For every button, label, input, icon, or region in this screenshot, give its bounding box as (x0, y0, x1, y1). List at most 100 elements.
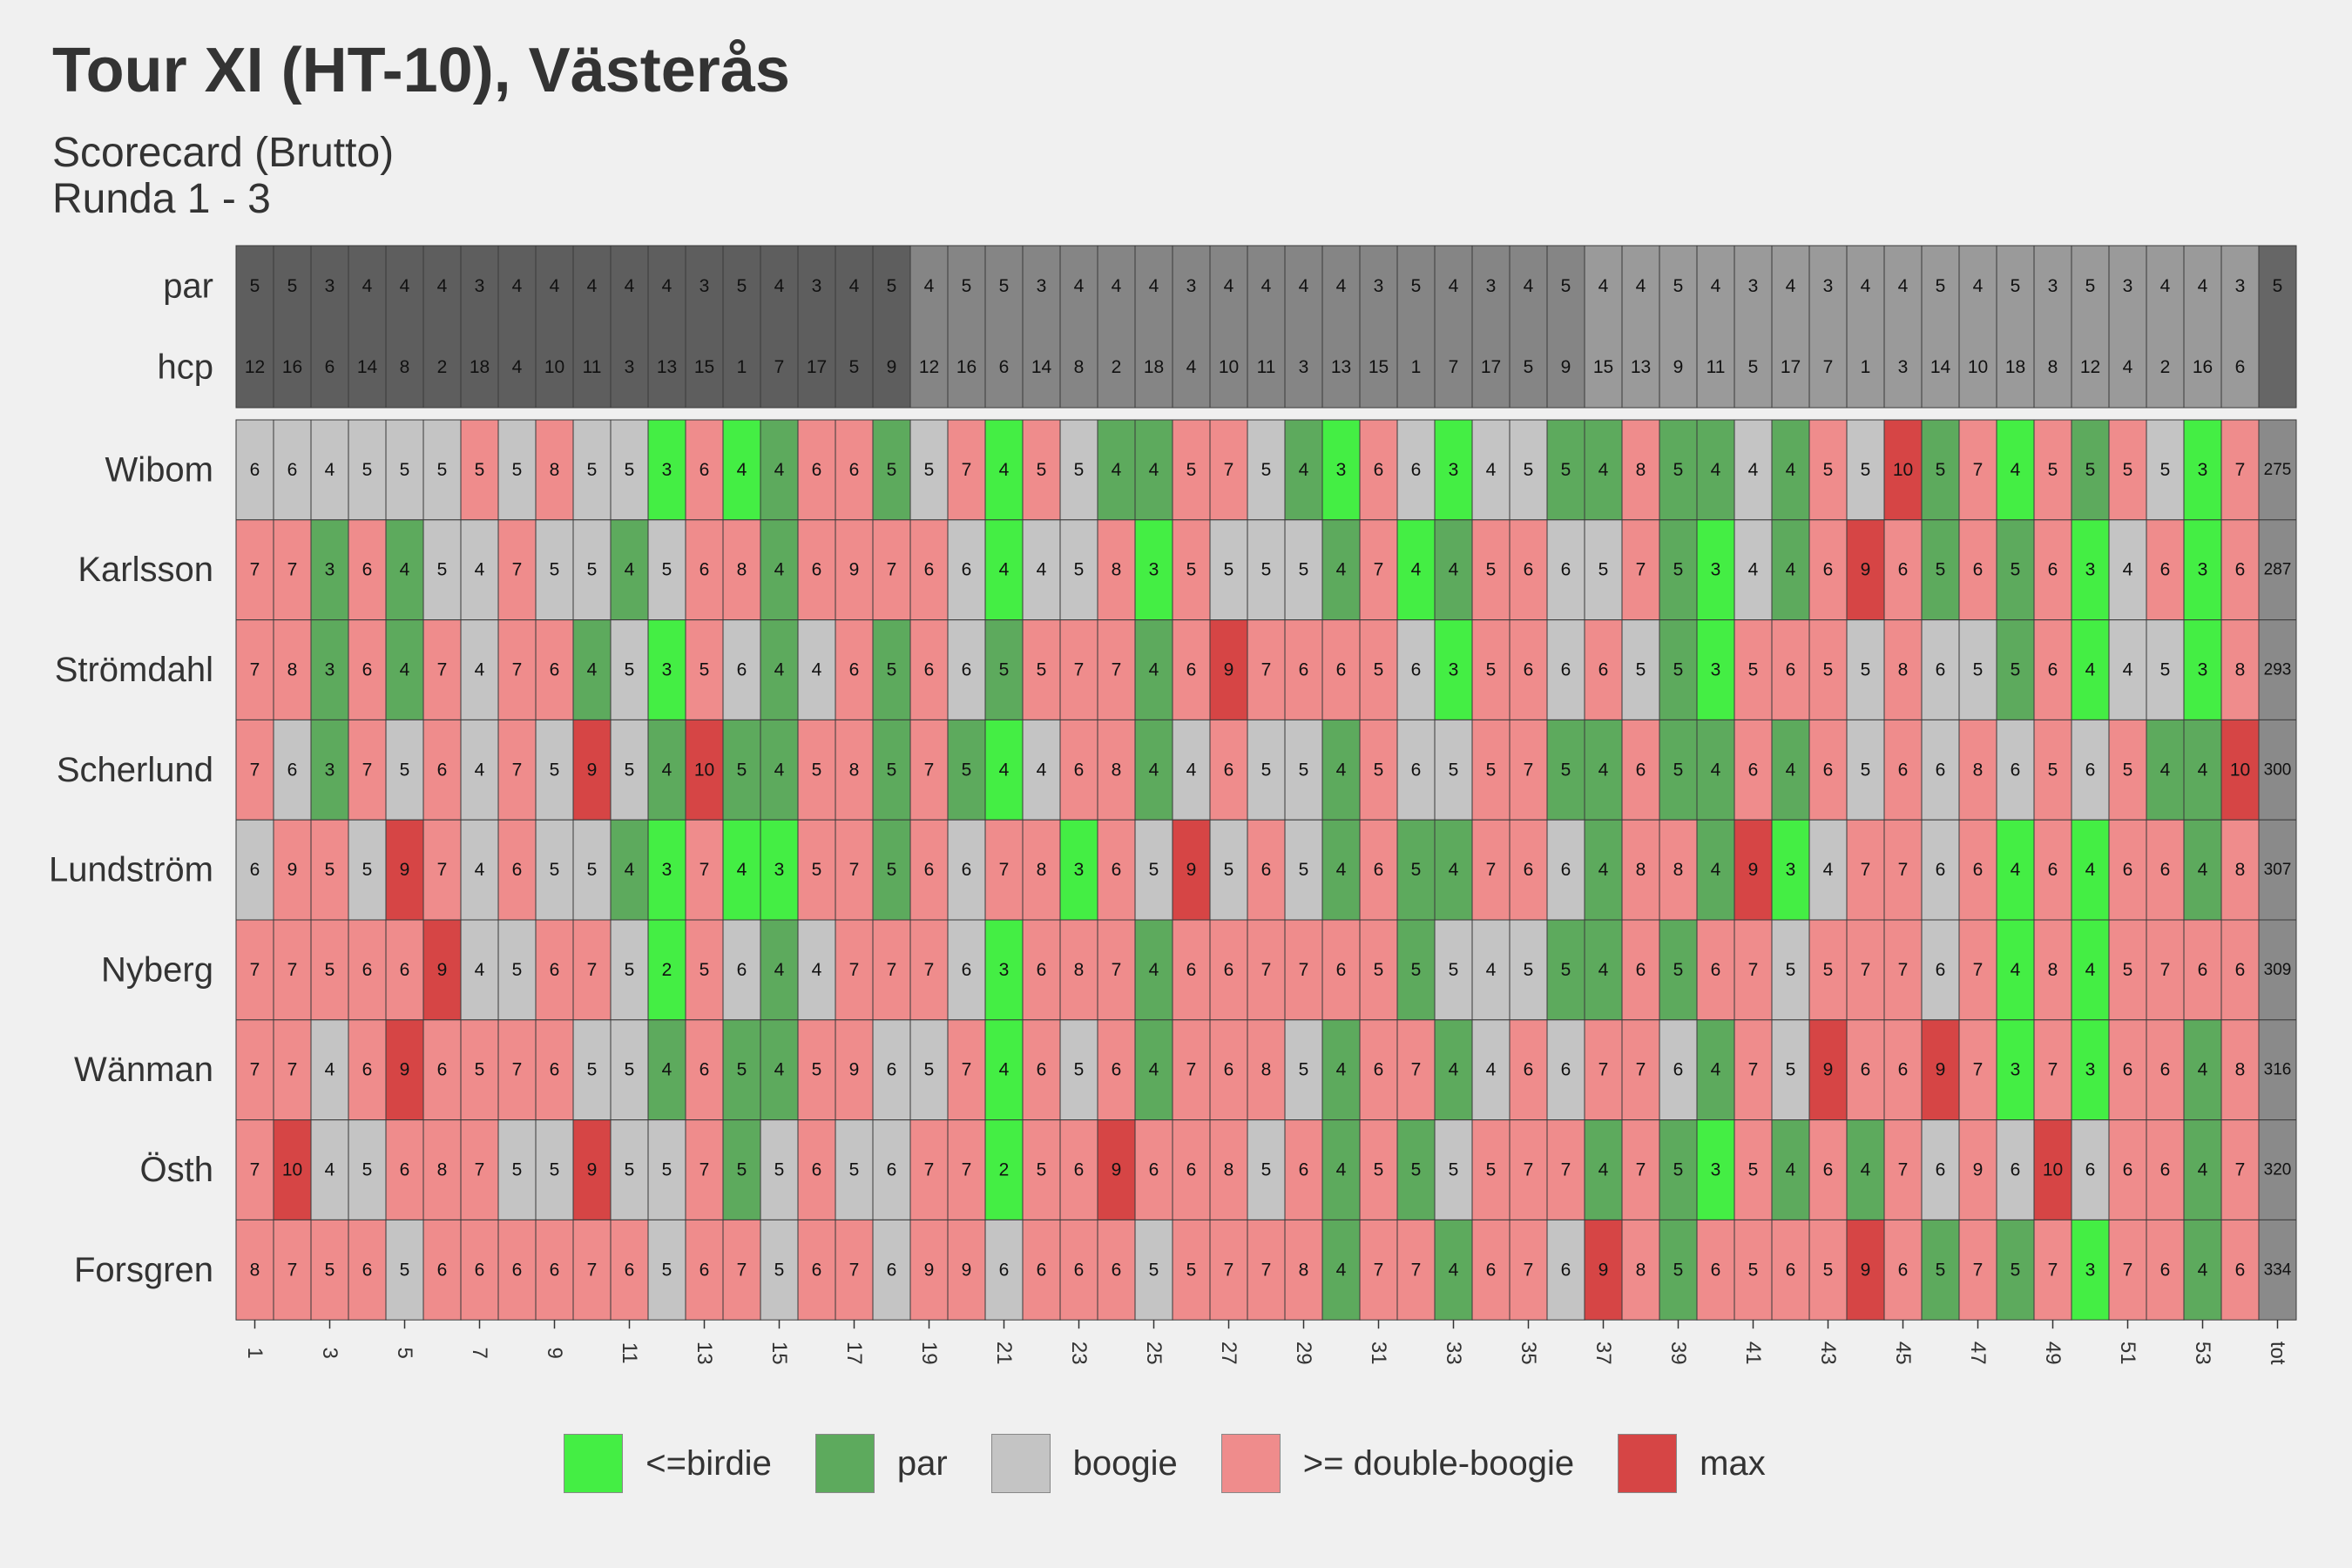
hcp-value: 1 (737, 357, 747, 377)
score-value: 5 (1748, 660, 1759, 680)
score-value: 6 (1074, 760, 1085, 780)
x-tick-label: 53 (2191, 1342, 2214, 1365)
hcp-value: 5 (1524, 357, 1534, 377)
x-tick-label: 25 (1142, 1342, 1166, 1365)
hcp-value: 3 (1299, 357, 1309, 377)
score-value: 6 (1374, 860, 1384, 880)
score-cell (2108, 519, 2147, 621)
score-cell (1247, 519, 1286, 621)
score-value: 8 (1636, 1260, 1646, 1280)
header-cell (1022, 245, 1061, 409)
score-value: 6 (1224, 960, 1234, 980)
par-value: 5 (2273, 276, 2283, 296)
score-value: 7 (737, 1260, 747, 1280)
score-value: 5 (1673, 660, 1684, 680)
score-value: 4 (2123, 560, 2133, 580)
header-cell (2220, 245, 2260, 409)
score-value: 6 (1711, 960, 1721, 980)
score-value: 4 (737, 860, 747, 880)
score-value: 8 (1636, 860, 1646, 880)
score-value: 6 (1598, 660, 1609, 680)
score-cell (797, 819, 836, 921)
score-value: 5 (1299, 1060, 1309, 1080)
header-cell (1097, 245, 1136, 409)
score-value: 5 (1823, 460, 1834, 480)
score-value: 6 (2160, 1060, 2171, 1080)
score-value: 6 (1561, 660, 1571, 680)
score-value: 7 (512, 760, 523, 780)
score-value: 4 (325, 1160, 335, 1180)
score-value: 5 (325, 1260, 335, 1280)
hcp-value: 6 (325, 357, 335, 377)
score-cell (348, 919, 387, 1021)
score-value: 7 (2235, 460, 2246, 480)
header-cell (1509, 245, 1548, 409)
score-value: 4 (1449, 560, 1459, 580)
score-cell (610, 519, 649, 621)
score-cell (1097, 919, 1136, 1021)
x-tick-label: 47 (1966, 1342, 1990, 1365)
score-cell (722, 1119, 761, 1220)
score-value: 4 (774, 960, 785, 980)
legend-swatch (814, 1434, 875, 1493)
score-cell (1022, 619, 1061, 720)
score-cell (685, 519, 724, 621)
score-value: 4 (400, 560, 410, 580)
score-value: 9 (1823, 1060, 1834, 1080)
header-cell (1434, 245, 1473, 409)
score-value: 5 (999, 660, 1010, 680)
score-value: 9 (1224, 660, 1234, 680)
score-cell (1734, 519, 1773, 621)
par-value: 5 (2011, 276, 2021, 296)
score-value: 4 (774, 560, 785, 580)
score-cell (1022, 419, 1061, 521)
score-value: 5 (1299, 560, 1309, 580)
header-cell (947, 245, 986, 409)
score-value: 5 (1074, 460, 1085, 480)
score-value: 3 (774, 860, 785, 880)
score-cell (348, 1019, 387, 1121)
score-cell (2108, 719, 2147, 821)
x-tick-label: 5 (393, 1348, 416, 1359)
score-value: 4 (774, 760, 785, 780)
score-value: 8 (2235, 860, 2246, 880)
score-value: 5 (1149, 1260, 1159, 1280)
total-value: 320 (2264, 1161, 2292, 1179)
score-cell (1996, 519, 2035, 621)
score-value: 5 (400, 460, 410, 480)
score-value: 5 (2048, 460, 2058, 480)
score-value: 7 (962, 1160, 972, 1180)
score-value: 7 (1973, 960, 1984, 980)
header-cell (497, 245, 537, 409)
score-cell (2220, 819, 2260, 921)
score-cell (1509, 819, 1548, 921)
score-value: 6 (1786, 1260, 1796, 1280)
score-value: 5 (1374, 1160, 1384, 1180)
score-value: 5 (1186, 460, 1197, 480)
score-value: 5 (2011, 560, 2021, 580)
score-cell (1359, 419, 1398, 521)
score-value: 7 (1636, 1060, 1646, 1080)
score-value: 5 (1524, 460, 1534, 480)
score-value: 7 (1374, 1260, 1384, 1280)
header-cell (722, 245, 761, 409)
score-cell (1059, 819, 1098, 921)
score-value: 7 (700, 1160, 710, 1180)
score-cell (1846, 519, 1885, 621)
score-cell (535, 819, 574, 921)
score-value: 9 (924, 1260, 935, 1280)
score-value: 4 (1711, 860, 1721, 880)
score-cell (835, 519, 874, 621)
score-value: 6 (1074, 1160, 1085, 1180)
score-value: 6 (962, 660, 972, 680)
score-cell (422, 1219, 462, 1321)
score-value: 8 (1112, 760, 1122, 780)
score-cell (1359, 1019, 1398, 1121)
score-value: 5 (437, 560, 448, 580)
score-value: 6 (2085, 760, 2096, 780)
hcp-value: 7 (1823, 357, 1834, 377)
score-value: 5 (812, 860, 822, 880)
score-value: 6 (1561, 560, 1571, 580)
score-cell (760, 819, 799, 921)
score-cell (947, 619, 986, 720)
